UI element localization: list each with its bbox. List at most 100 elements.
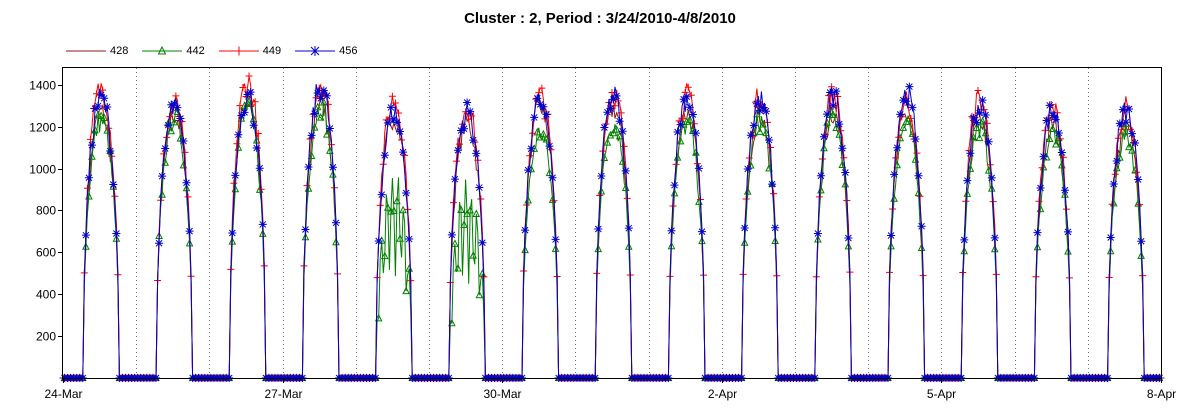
point-marker-442 — [682, 117, 691, 125]
point-marker-456 — [1048, 111, 1057, 120]
point-marker-456 — [816, 171, 825, 180]
point-marker-456 — [1060, 186, 1069, 195]
point-marker-442 — [838, 160, 847, 168]
point-marker-442 — [603, 138, 612, 146]
point-marker-456 — [908, 103, 917, 112]
point-marker-456 — [771, 223, 780, 232]
point-marker-442 — [1128, 145, 1136, 154]
point-marker-456 — [258, 220, 267, 229]
point-marker-442 — [100, 113, 108, 121]
legend-item-428: 428 — [66, 45, 128, 57]
point-marker-456 — [841, 168, 850, 177]
point-marker-449 — [388, 92, 396, 100]
point-marker-442 — [402, 286, 410, 295]
point-marker-449 — [1133, 168, 1141, 176]
point-marker-456 — [453, 146, 462, 155]
legend-line-456 — [295, 46, 336, 56]
point-marker-456 — [155, 239, 164, 248]
point-marker-442 — [692, 148, 700, 156]
point-marker-456 — [234, 130, 243, 139]
point-marker-456 — [1039, 152, 1048, 161]
point-marker-456 — [402, 189, 411, 198]
point-marker-456 — [1106, 233, 1115, 242]
y-tick-label: 1200 — [29, 121, 56, 135]
point-marker-456 — [697, 227, 706, 236]
point-marker-442 — [542, 134, 551, 143]
point-marker-456 — [1042, 116, 1051, 125]
point-marker-449 — [324, 100, 332, 108]
point-marker-456 — [984, 137, 993, 146]
y-tick-label: 600 — [36, 246, 56, 260]
point-marker-442 — [384, 203, 392, 211]
y-tick-label: 200 — [36, 330, 56, 344]
y-tick-label: 400 — [36, 288, 56, 302]
point-marker-442 — [676, 136, 685, 145]
legend-item-449: 449 — [218, 45, 282, 57]
point-marker-442 — [310, 123, 319, 131]
point-marker-456 — [966, 149, 975, 158]
point-marker-442 — [1033, 242, 1042, 251]
point-marker-442 — [1048, 124, 1057, 132]
point-marker-456 — [597, 172, 606, 181]
point-marker-442 — [329, 169, 337, 178]
x-tick-label: 27-Mar — [264, 387, 302, 401]
point-marker-456 — [319, 86, 328, 95]
point-marker-449 — [895, 133, 903, 141]
point-marker-456 — [1045, 101, 1054, 110]
point-marker-456 — [231, 171, 240, 180]
point-marker-456 — [100, 94, 109, 103]
point-marker-442 — [448, 318, 456, 327]
y-tick-label: 1400 — [29, 79, 56, 93]
point-marker-456 — [81, 231, 90, 240]
point-marker-449 — [233, 140, 241, 148]
legend-label-442: 442 — [186, 45, 205, 57]
point-marker-456 — [447, 230, 456, 239]
point-marker-442 — [899, 123, 908, 131]
point-marker-456 — [392, 118, 401, 127]
point-marker-442 — [313, 102, 322, 111]
point-marker-456 — [743, 164, 752, 173]
x-tick-label: 30-Mar — [483, 387, 521, 401]
point-marker-442 — [829, 110, 837, 118]
point-marker-456 — [1033, 228, 1042, 237]
point-marker-456 — [469, 136, 478, 145]
series-449 — [59, 72, 1165, 382]
point-marker-456 — [1057, 148, 1066, 157]
point-marker-456 — [612, 91, 621, 100]
point-marker-456 — [475, 183, 484, 192]
point-marker-456 — [835, 120, 844, 129]
point-marker-456 — [478, 238, 487, 247]
plot-frame — [62, 67, 1162, 379]
point-marker-456 — [673, 127, 682, 136]
series-line-449 — [63, 75, 1161, 379]
point-marker-449 — [538, 84, 546, 92]
point-marker-456 — [405, 235, 414, 244]
point-marker-456 — [691, 129, 700, 138]
point-marker-456 — [740, 223, 749, 232]
x-tick-label: 5-Apr — [927, 387, 956, 401]
point-marker-456 — [322, 91, 331, 100]
legend-label-449: 449 — [262, 45, 282, 57]
point-marker-449 — [239, 84, 247, 92]
point-marker-456 — [694, 164, 703, 173]
point-marker-456 — [179, 137, 188, 146]
point-marker-456 — [823, 110, 832, 119]
point-marker-456 — [472, 149, 481, 158]
point-marker-442 — [396, 234, 404, 242]
y-tick-label: 1000 — [29, 163, 56, 177]
legend-line-442 — [142, 45, 183, 55]
point-marker-442 — [975, 133, 984, 142]
point-marker-442 — [893, 160, 901, 169]
point-marker-456 — [987, 173, 996, 182]
point-marker-456 — [621, 166, 630, 175]
point-marker-456 — [460, 124, 469, 133]
point-marker-456 — [765, 135, 774, 144]
point-marker-456 — [533, 94, 542, 103]
point-marker-456 — [752, 99, 761, 108]
point-marker-456 — [167, 100, 176, 109]
point-marker-442 — [612, 125, 621, 133]
point-marker-442 — [624, 242, 633, 250]
point-marker-456 — [624, 224, 633, 233]
point-marker-442 — [1125, 142, 1133, 151]
point-marker-456 — [1131, 138, 1140, 147]
